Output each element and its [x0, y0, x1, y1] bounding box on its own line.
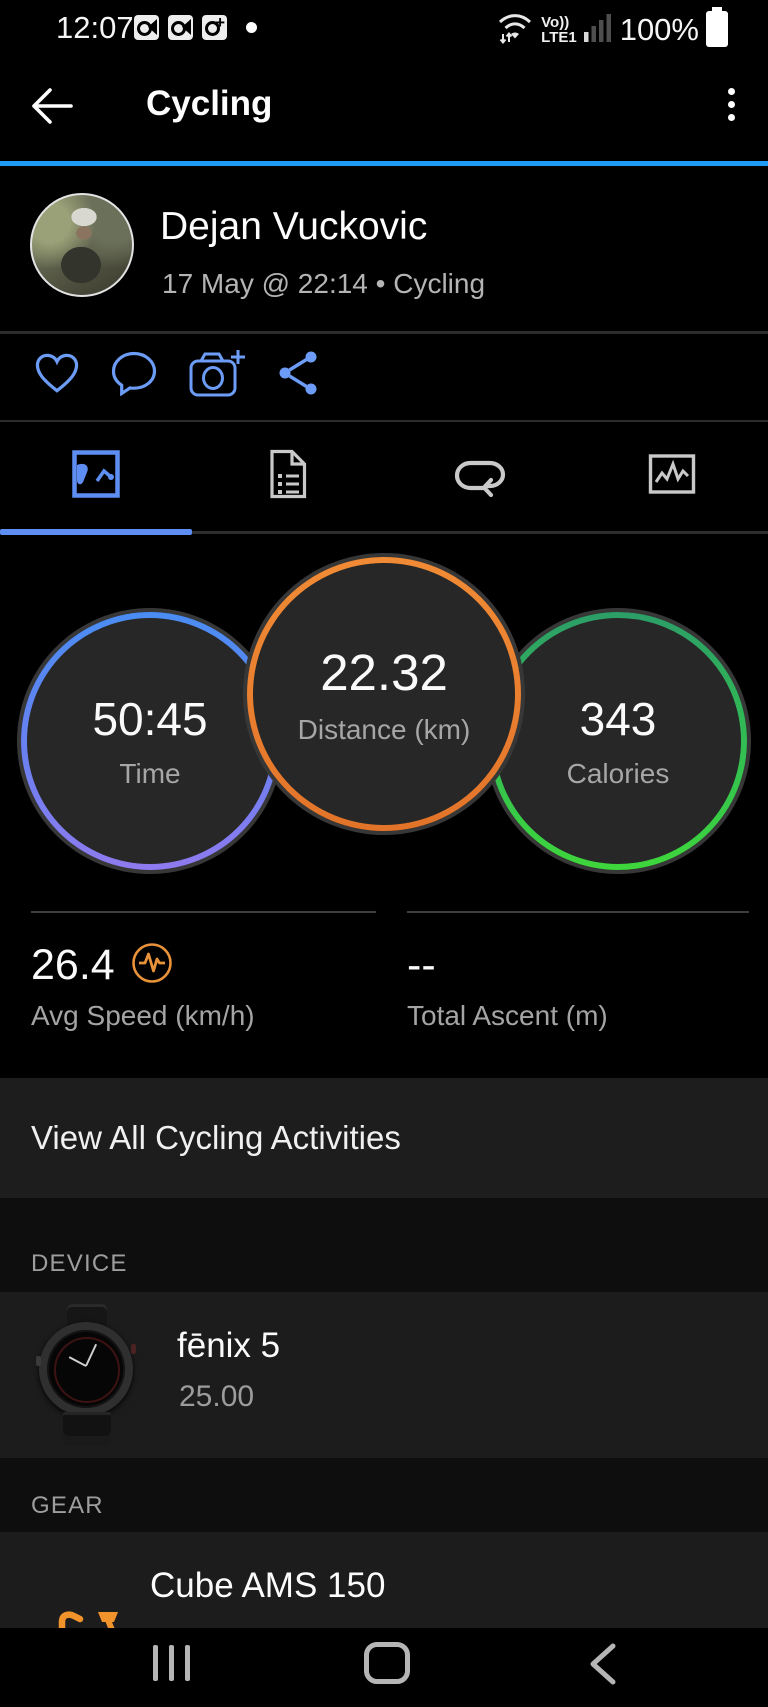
tab-stats[interactable]: [0, 448, 192, 504]
like-heart-icon: [34, 352, 80, 399]
time-circle: 50:45 Time: [21, 612, 279, 870]
like-button[interactable]: [34, 352, 80, 399]
back-button[interactable]: [30, 86, 74, 126]
tab-details[interactable]: [192, 448, 384, 504]
overflow-menu-button[interactable]: [728, 88, 736, 121]
status-right-cluster: Vo)) LTE1 100%: [496, 7, 728, 52]
tab-track: [0, 531, 768, 534]
divider: [0, 420, 768, 422]
social-action-bar: [34, 348, 320, 403]
battery-full-icon: [706, 7, 728, 52]
share-button[interactable]: [276, 349, 320, 402]
outlook-mail-icon: [168, 15, 193, 40]
nav-back-button[interactable]: [588, 1643, 618, 1690]
page-title: Cycling: [146, 84, 273, 123]
status-time: 12:07: [56, 10, 134, 45]
comment-button[interactable]: [110, 350, 158, 401]
gear-header-label: GEAR: [31, 1492, 104, 1519]
time-value: 50:45: [92, 693, 208, 745]
bike-icon: [50, 1590, 128, 1628]
add-photo-button[interactable]: [188, 348, 246, 403]
device-section-header: DEVICE: [0, 1198, 768, 1292]
battery-percent: 100%: [619, 11, 699, 47]
device-detail: 25.00: [179, 1380, 255, 1413]
home-button[interactable]: [364, 1642, 410, 1684]
calories-circle: 343 Calories: [489, 612, 747, 870]
gear-row[interactable]: Cube AMS 150: [0, 1532, 768, 1628]
total-ascent-value: --: [407, 941, 436, 989]
recent-apps-button[interactable]: [153, 1645, 190, 1681]
distance-circle: 22.32 Distance (km): [247, 557, 521, 831]
stat-divider: [31, 911, 376, 913]
share-icon: [276, 349, 320, 402]
line-chart-icon: [648, 452, 696, 501]
total-ascent-label: Total Ascent (m): [407, 1000, 608, 1031]
android-nav-bar: [0, 1628, 768, 1707]
wifi-updown-icon: [496, 9, 534, 50]
comment-icon: [110, 350, 158, 401]
active-tab-indicator: [0, 529, 192, 535]
tab-charts[interactable]: [576, 448, 768, 504]
laps-loop-icon: [454, 451, 506, 502]
network-type-label: Vo)) LTE1: [541, 13, 577, 46]
outlook-mail-icon: [134, 15, 159, 40]
device-row[interactable]: fēnix 5 25.00: [0, 1292, 768, 1458]
avg-speed-value: 26.4: [31, 941, 115, 989]
pulse-circle-icon: [131, 942, 173, 989]
tab-laps[interactable]: [384, 448, 576, 504]
view-all-label: View All Cycling Activities: [31, 1119, 401, 1156]
kebab-menu-icon: [728, 88, 735, 95]
total-ascent-stat: -- Total Ascent (m): [407, 941, 608, 1032]
avatar[interactable]: [30, 193, 134, 297]
accent-divider: [0, 161, 768, 166]
view-all-activities-row[interactable]: View All Cycling Activities: [0, 1078, 768, 1198]
calories-label: Calories: [566, 758, 670, 789]
avg-speed-stat: 26.4 Avg Speed (km/h): [31, 941, 255, 1032]
document-list-icon: [268, 449, 308, 504]
add-photo-icon: [188, 348, 246, 403]
author-name: Dejan Vuckovic: [160, 205, 428, 248]
notification-dot-icon: [246, 22, 257, 33]
arrow-left-icon: [30, 88, 74, 130]
calories-value: 343: [579, 693, 657, 745]
distance-label: Distance (km): [297, 713, 471, 745]
watch-image: [36, 1304, 136, 1450]
gear-section-header: GEAR: [0, 1458, 768, 1532]
signal-bars-icon: [583, 12, 611, 47]
status-notifications: [134, 13, 257, 40]
activity-meta: 17 May @ 22:14 • Cycling: [162, 268, 486, 299]
device-header-label: DEVICE: [31, 1250, 128, 1277]
outlook-plus-icon: [202, 13, 227, 40]
back-chevron-icon: [588, 1643, 618, 1689]
map-route-icon: [72, 449, 120, 503]
time-label: Time: [119, 758, 181, 789]
stat-divider: [407, 911, 749, 913]
avg-speed-label: Avg Speed (km/h): [31, 1000, 255, 1031]
distance-value: 22.32: [320, 643, 448, 701]
divider: [0, 331, 768, 334]
gear-name: Cube AMS 150: [150, 1566, 386, 1605]
device-name: fēnix 5: [177, 1326, 281, 1365]
recent-apps-icon: [153, 1645, 158, 1681]
